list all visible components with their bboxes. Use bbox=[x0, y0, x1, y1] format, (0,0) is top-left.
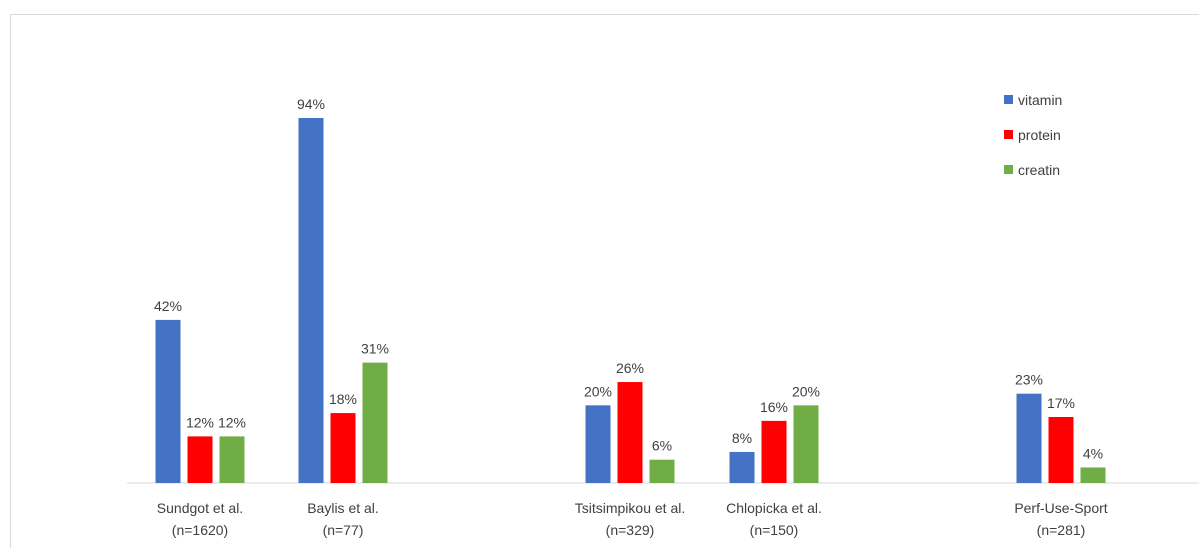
bar-vitamin-1 bbox=[298, 118, 324, 483]
legend-swatch-protein bbox=[1004, 130, 1013, 139]
bar-creatin-4 bbox=[1080, 467, 1106, 483]
data-label-vitamin-4: 23% bbox=[1015, 372, 1043, 388]
bar-vitamin-4 bbox=[1016, 393, 1042, 483]
category-label-3-line-0: Chlopicka et al. bbox=[726, 500, 822, 516]
bar-creatin-1 bbox=[362, 362, 388, 483]
legend-label-creatin: creatin bbox=[1018, 162, 1060, 178]
bar-creatin-3 bbox=[793, 405, 819, 483]
category-label-4-line-1: (n=281) bbox=[1037, 522, 1086, 538]
data-label-vitamin-0: 42% bbox=[154, 298, 182, 314]
legend-swatch-creatin bbox=[1004, 165, 1013, 174]
bar-protein-2 bbox=[617, 382, 643, 483]
data-label-vitamin-2: 20% bbox=[584, 383, 612, 399]
category-label-2-line-0: Tsitsimpikou et al. bbox=[575, 500, 685, 516]
category-label-0-line-0: Sundgot et al. bbox=[157, 500, 243, 516]
bar-creatin-0 bbox=[219, 436, 245, 483]
legend-swatch-vitamin bbox=[1004, 95, 1013, 104]
data-label-protein-2: 26% bbox=[616, 360, 644, 376]
bar-protein-4 bbox=[1048, 416, 1074, 483]
data-label-protein-3: 16% bbox=[760, 399, 788, 415]
data-label-creatin-3: 20% bbox=[792, 383, 820, 399]
bar-protein-0 bbox=[187, 436, 213, 483]
category-label-0-line-1: (n=1620) bbox=[172, 522, 228, 538]
bar-vitamin-3 bbox=[729, 451, 755, 483]
chart-frame bbox=[10, 14, 1199, 548]
category-label-3-line-1: (n=150) bbox=[750, 522, 799, 538]
data-label-creatin-0: 12% bbox=[218, 414, 246, 430]
category-label-4-line-0: Perf-Use-Sport bbox=[1014, 500, 1107, 516]
legend-label-protein: protein bbox=[1018, 127, 1061, 143]
data-label-creatin-4: 4% bbox=[1083, 445, 1103, 461]
bar-creatin-2 bbox=[649, 459, 675, 483]
bar-vitamin-2 bbox=[585, 405, 611, 483]
category-label-2-line-1: (n=329) bbox=[606, 522, 655, 538]
legend-label-vitamin: vitamin bbox=[1018, 92, 1062, 108]
data-label-protein-0: 12% bbox=[186, 414, 214, 430]
bar-protein-3 bbox=[761, 420, 787, 483]
data-label-protein-4: 17% bbox=[1047, 395, 1075, 411]
data-label-vitamin-3: 8% bbox=[732, 430, 752, 446]
bar-protein-1 bbox=[330, 413, 356, 483]
bar-vitamin-0 bbox=[155, 319, 181, 483]
data-label-creatin-2: 6% bbox=[652, 438, 672, 454]
data-label-creatin-1: 31% bbox=[361, 341, 389, 357]
data-label-vitamin-1: 94% bbox=[297, 96, 325, 112]
category-label-1-line-1: (n=77) bbox=[323, 522, 364, 538]
category-label-1-line-0: Baylis et al. bbox=[307, 500, 379, 516]
data-label-protein-1: 18% bbox=[329, 391, 357, 407]
